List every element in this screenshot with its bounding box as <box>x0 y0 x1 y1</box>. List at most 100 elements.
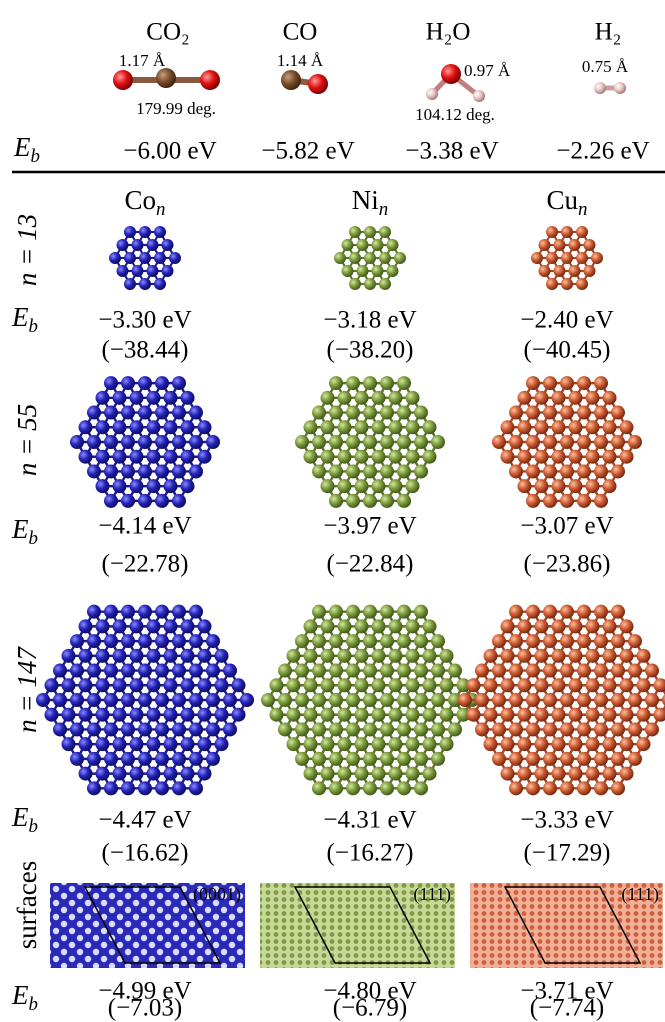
molecule-name: CO <box>283 19 318 46</box>
atom <box>198 450 212 464</box>
atom <box>70 722 84 736</box>
atom <box>569 420 583 434</box>
atom <box>628 693 642 707</box>
co-molecule <box>281 70 328 94</box>
atom <box>406 737 420 751</box>
atom <box>295 435 309 449</box>
atom <box>372 649 386 663</box>
atom <box>576 226 588 238</box>
atom <box>560 605 574 619</box>
atom <box>389 767 403 781</box>
atom <box>147 450 161 464</box>
atom <box>287 737 301 751</box>
atom <box>397 752 411 766</box>
binding-energy: −4.31 eV <box>323 807 416 834</box>
relative-energy: (−38.20) <box>327 337 414 364</box>
atom <box>104 605 118 619</box>
atom <box>278 722 292 736</box>
atom <box>147 767 161 781</box>
atom <box>206 722 220 736</box>
atom <box>155 464 169 478</box>
atom <box>620 619 634 633</box>
atom <box>321 678 335 692</box>
atom <box>147 239 159 251</box>
atom <box>406 678 420 692</box>
atom <box>397 634 411 648</box>
atom <box>526 752 540 766</box>
atom <box>380 376 394 390</box>
molecule-name: CO₂ <box>146 19 189 46</box>
atom <box>189 781 203 795</box>
atom <box>560 406 574 420</box>
atom <box>147 708 161 722</box>
eb-symbol-sub: b <box>29 816 38 837</box>
atom <box>206 693 220 707</box>
atom <box>321 708 335 722</box>
eb-symbol: Eb <box>13 132 40 167</box>
atom <box>329 752 343 766</box>
atom <box>181 479 195 493</box>
atom <box>130 737 144 751</box>
atom <box>431 752 445 766</box>
atom <box>45 708 59 722</box>
atom <box>397 376 411 390</box>
binding-energy: −5.82 eV <box>261 138 354 165</box>
atom <box>113 619 127 633</box>
atom <box>70 693 84 707</box>
atom <box>552 708 566 722</box>
atom <box>104 752 118 766</box>
atom <box>518 479 532 493</box>
atom <box>509 406 523 420</box>
atom <box>121 435 135 449</box>
atom <box>346 722 360 736</box>
atom <box>154 226 166 238</box>
atom <box>346 664 360 678</box>
atom <box>147 479 161 493</box>
atom <box>546 252 558 264</box>
atom <box>312 435 326 449</box>
atom <box>363 406 377 420</box>
atom <box>349 278 361 290</box>
atom <box>394 252 406 264</box>
cluster <box>458 605 665 796</box>
atom <box>206 664 220 678</box>
atom <box>584 265 596 277</box>
atom <box>509 693 523 707</box>
atom <box>70 435 84 449</box>
atom <box>501 450 515 464</box>
atom <box>338 649 352 663</box>
atom <box>440 737 454 751</box>
atom <box>620 678 634 692</box>
atom <box>139 226 151 238</box>
atom <box>181 678 195 692</box>
surface-facet: (111) <box>413 884 451 905</box>
cluster <box>70 376 220 508</box>
atom <box>509 634 523 648</box>
atom <box>96 420 110 434</box>
atom <box>637 649 651 663</box>
atom <box>312 605 326 619</box>
atom <box>355 391 369 405</box>
atom <box>518 619 532 633</box>
atom <box>79 767 93 781</box>
atom <box>113 391 127 405</box>
atom <box>535 450 549 464</box>
binding-energy: −3.33 eV <box>520 807 613 834</box>
atom <box>87 605 101 619</box>
atom <box>164 391 178 405</box>
cluster <box>36 605 254 796</box>
atom <box>389 619 403 633</box>
atom <box>372 767 386 781</box>
atom <box>363 464 377 478</box>
atom <box>121 752 135 766</box>
atom <box>363 752 377 766</box>
atom <box>79 737 93 751</box>
atom <box>172 494 186 508</box>
atom <box>594 464 608 478</box>
eb-symbol-sub: b <box>29 316 38 337</box>
atom <box>603 678 617 692</box>
atom <box>346 464 360 478</box>
atom <box>603 450 617 464</box>
atom <box>138 464 152 478</box>
atom <box>181 450 195 464</box>
